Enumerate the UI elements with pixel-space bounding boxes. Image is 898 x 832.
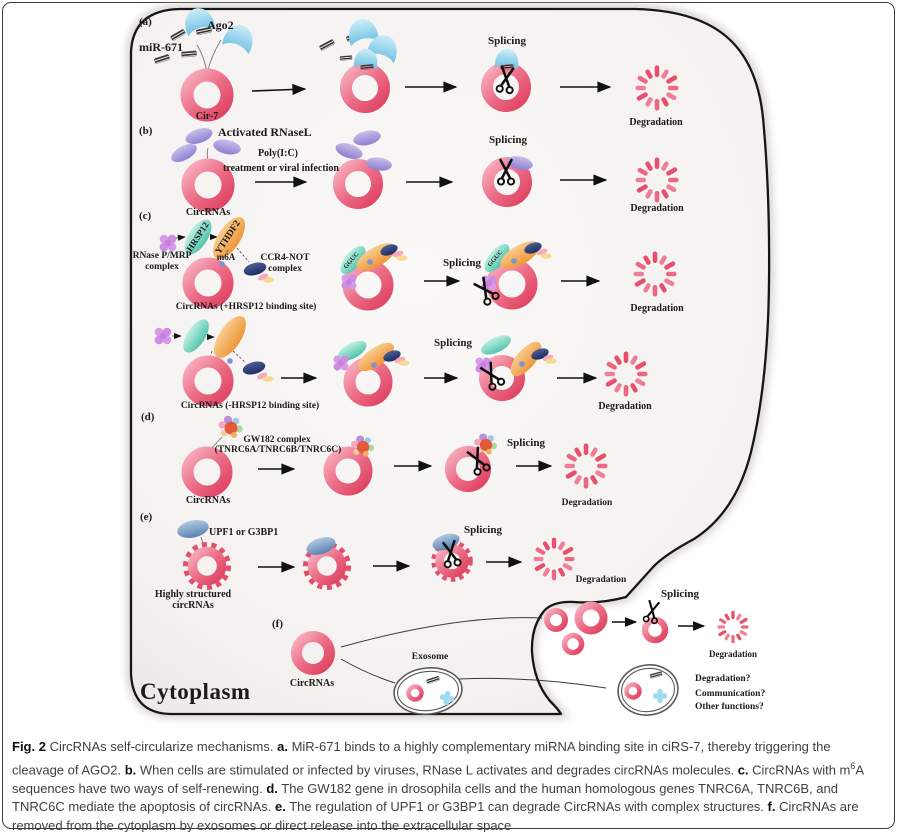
mechanism-diagram [126, 4, 774, 719]
figure-caption: Fig. 2 CircRNAs self-circularize mechani… [12, 739, 864, 832]
upf1-g3bp1-protein [306, 537, 336, 555]
circrna-ring [479, 355, 525, 401]
hrsp12-protein [184, 219, 212, 255]
circrna-ring [181, 158, 235, 212]
exosome-vesicle-inside [393, 667, 463, 715]
panel-c-row2 [154, 315, 648, 407]
cell-membrane [129, 7, 771, 716]
upf1-g3bp1-protein [177, 520, 209, 538]
panel-a [153, 4, 679, 122]
released-circrna [574, 601, 608, 635]
panel-f-connectors [340, 617, 607, 689]
rnasel-protein [213, 139, 241, 155]
rnasel-protein [185, 128, 213, 144]
m6a-mark [219, 261, 225, 267]
ccr4not-complex [243, 262, 267, 276]
panel-c-row1 [159, 216, 677, 311]
circrna-ring [291, 631, 335, 675]
circrna-ring [323, 446, 373, 496]
panel-b [171, 128, 679, 212]
exosome-vesicle-outside [617, 664, 679, 716]
circrna-ring [182, 257, 234, 309]
rnasel-protein [335, 143, 363, 159]
rnasel-protein [171, 143, 197, 163]
rnasel-protein [366, 157, 392, 171]
circrna-ring [182, 355, 234, 407]
circrna-ring [181, 446, 233, 498]
circrna-ring [482, 157, 532, 207]
rnasel-protein [353, 130, 381, 146]
panel-f [291, 598, 749, 716]
rnasel-protein [507, 156, 533, 170]
released-circrna [561, 632, 585, 656]
cell [126, 4, 774, 719]
cell-fill [131, 9, 770, 714]
ythdf2-protein [213, 216, 245, 260]
panel-d [181, 415, 608, 498]
released-circrna [544, 608, 568, 632]
structured-circrna [183, 542, 231, 590]
circrna-ring [180, 68, 234, 122]
panel-e [177, 520, 575, 590]
circrna-ring [333, 159, 383, 209]
circrna-ring [641, 616, 669, 644]
